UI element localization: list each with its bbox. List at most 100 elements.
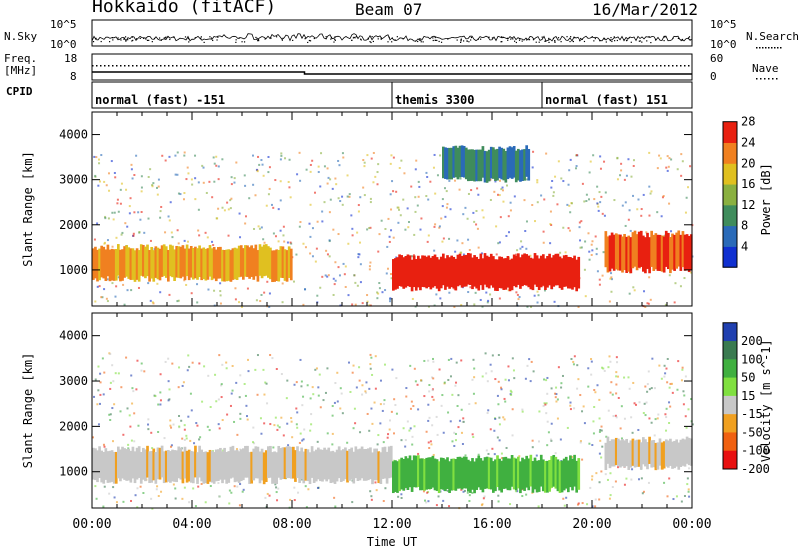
nsearch-dot — [570, 36, 572, 38]
velocity-echo — [317, 394, 320, 397]
power-echo — [414, 168, 417, 171]
power-echo — [536, 181, 539, 184]
power-band-cell — [106, 244, 110, 277]
velocity-echo — [197, 485, 200, 488]
nsearch-dot — [334, 36, 336, 38]
power-echo — [106, 239, 109, 242]
velocity-echo — [472, 436, 475, 439]
power-echo — [110, 160, 113, 163]
power-echo — [133, 174, 136, 177]
power-band-cell — [639, 230, 643, 267]
power-echo — [486, 301, 489, 304]
power-band-cell — [173, 249, 176, 282]
power-echo — [122, 283, 125, 286]
velocity-echo — [472, 358, 475, 361]
velocity-band-cell — [317, 447, 320, 480]
velocity-echo — [557, 366, 560, 369]
velocity-echo — [609, 391, 612, 394]
velocity-echo — [516, 490, 519, 493]
power-band-cell — [458, 253, 462, 286]
nsearch-dot — [480, 38, 482, 40]
power-echo — [648, 185, 651, 188]
power-echo — [502, 200, 505, 203]
velocity-echo — [370, 495, 373, 498]
colorbar-tick-label: 15 — [741, 389, 755, 403]
nsearch-dot — [146, 39, 149, 42]
velocity-echo — [112, 380, 115, 383]
power-echo — [311, 227, 314, 230]
power-echo — [351, 303, 354, 306]
velocity-echo — [680, 379, 683, 382]
velocity-echo — [169, 424, 172, 427]
velocity-band-cell — [679, 439, 683, 467]
power-echo — [368, 265, 371, 268]
power-echo — [540, 194, 543, 197]
velocity-echo — [555, 386, 558, 389]
velocity-band-cell — [464, 456, 468, 489]
power-echo — [418, 185, 421, 188]
power-echo — [536, 290, 539, 293]
power-echo — [411, 297, 414, 300]
power-echo — [244, 215, 247, 218]
velocity-band-cell — [637, 439, 641, 467]
velocity-echo — [521, 408, 524, 411]
power-echo — [169, 201, 172, 204]
nsearch-dot — [688, 37, 690, 39]
power-band-cell — [289, 248, 293, 281]
velocity-echo — [391, 368, 394, 371]
velocity-band-cell — [169, 451, 172, 483]
power-echo — [585, 199, 588, 202]
velocity-echo — [545, 402, 548, 405]
power-echo — [444, 215, 447, 218]
nsearch-dot — [377, 38, 379, 40]
power-echo — [498, 297, 501, 300]
cpid-segment-label: normal (fast) -151 — [95, 93, 225, 107]
power-band-cell — [446, 255, 449, 287]
velocity-echo — [471, 491, 474, 494]
velocity-echo — [193, 442, 196, 445]
nave-dot — [372, 65, 374, 67]
velocity-echo — [602, 367, 605, 370]
velocity-echo — [167, 399, 170, 402]
velocity-echo — [500, 388, 503, 391]
nsearch-dot — [355, 36, 357, 38]
nsearch-dot — [370, 41, 372, 44]
power-band-cell — [523, 149, 526, 181]
velocity-echo — [382, 500, 385, 503]
power-band-cell — [498, 256, 501, 289]
power-band-cell — [517, 148, 520, 181]
nave-dot — [556, 65, 558, 67]
power-echo — [183, 192, 186, 195]
velocity-echo — [264, 496, 267, 499]
power-echo — [380, 219, 383, 222]
velocity-band-cell — [244, 445, 247, 478]
velocity-echo — [404, 445, 407, 448]
power-echo — [223, 209, 226, 212]
nsearch-dot — [200, 36, 202, 38]
nsearch-dot — [92, 41, 95, 43]
power-echo — [215, 155, 218, 158]
velocity-band-cell — [312, 451, 316, 483]
power-echo — [645, 231, 648, 234]
power-echo — [575, 165, 578, 168]
power-echo — [433, 153, 436, 156]
nave-dot — [116, 65, 118, 67]
y-tick-label: 3000 — [59, 173, 88, 187]
power-echo — [529, 254, 532, 257]
power-echo — [376, 171, 379, 174]
power-echo — [487, 299, 490, 302]
nave-tick-top: 60 — [710, 52, 724, 65]
velocity-echo — [486, 380, 489, 383]
velocity-echo — [614, 414, 617, 417]
power-echo — [117, 276, 120, 279]
power-echo — [378, 233, 381, 236]
velocity-band-cell — [367, 448, 370, 481]
velocity-echo — [616, 361, 619, 364]
power-echo — [219, 290, 222, 293]
power-echo — [392, 190, 395, 193]
power-echo — [458, 188, 461, 191]
velocity-echo — [598, 452, 601, 455]
nsearch-dot — [599, 40, 601, 42]
power-band-cell — [437, 259, 441, 292]
velocity-echo — [562, 497, 565, 500]
